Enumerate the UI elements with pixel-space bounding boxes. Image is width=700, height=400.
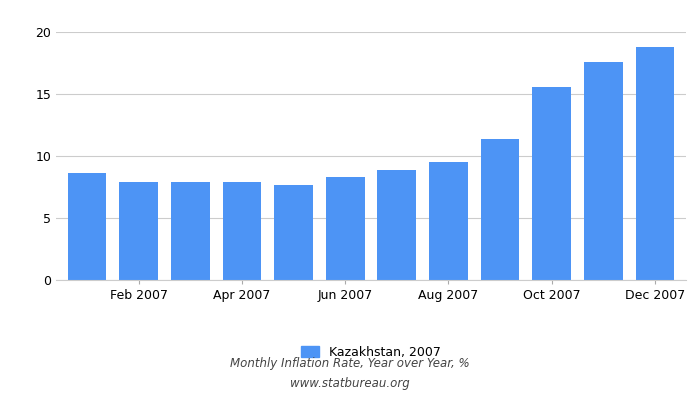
- Bar: [429, 162, 468, 280]
- Bar: [533, 86, 571, 280]
- Text: Monthly Inflation Rate, Year over Year, %: Monthly Inflation Rate, Year over Year, …: [230, 358, 470, 370]
- Bar: [68, 173, 106, 280]
- Bar: [326, 177, 365, 280]
- Legend: Kazakhstan, 2007: Kazakhstan, 2007: [295, 341, 447, 364]
- Bar: [636, 47, 674, 280]
- Bar: [223, 182, 261, 280]
- Text: www.statbureau.org: www.statbureau.org: [290, 378, 410, 390]
- Bar: [584, 62, 623, 280]
- Bar: [377, 170, 416, 280]
- Bar: [274, 184, 313, 280]
- Bar: [119, 182, 158, 280]
- Bar: [481, 139, 519, 280]
- Bar: [171, 182, 209, 280]
